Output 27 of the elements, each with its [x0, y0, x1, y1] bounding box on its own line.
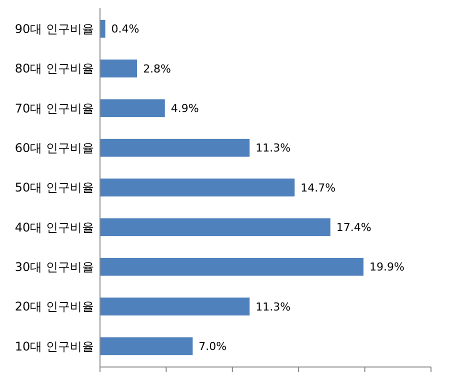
y-tick-label: 70대 인구비율: [14, 101, 94, 116]
bar: [100, 138, 250, 157]
data-label: 2.8%: [143, 62, 172, 76]
bar: [100, 258, 364, 276]
y-tick-label: 50대 인구비율: [14, 180, 94, 195]
data-label: 11.3%: [256, 142, 291, 155]
bar: [100, 337, 193, 356]
bar: [100, 99, 165, 118]
y-tick-label: 20대 인구비율: [14, 300, 94, 314]
y-tick-label: 60대 인구비율: [14, 141, 94, 156]
data-label: 19.9%: [369, 260, 404, 274]
data-label: 0.4%: [111, 22, 140, 36]
data-label: 11.3%: [256, 300, 291, 314]
y-tick-label: 90대 인구비율: [14, 22, 94, 36]
data-label: 14.7%: [300, 181, 336, 194]
y-tick-label: 80대 인구비율: [14, 62, 94, 76]
y-tick-label: 10대 인구비율: [14, 339, 94, 354]
data-label: 4.9%: [170, 102, 199, 116]
bar: [100, 178, 295, 196]
y-tick-label: 30대 인구비율: [14, 260, 94, 274]
bar: [100, 60, 138, 78]
bar: [100, 218, 330, 236]
bar: [100, 298, 250, 316]
bar: [100, 20, 106, 38]
y-tick-label: 40대 인구비율: [14, 220, 94, 234]
data-label: 17.4%: [336, 221, 372, 234]
data-label: 7.0%: [198, 340, 227, 354]
